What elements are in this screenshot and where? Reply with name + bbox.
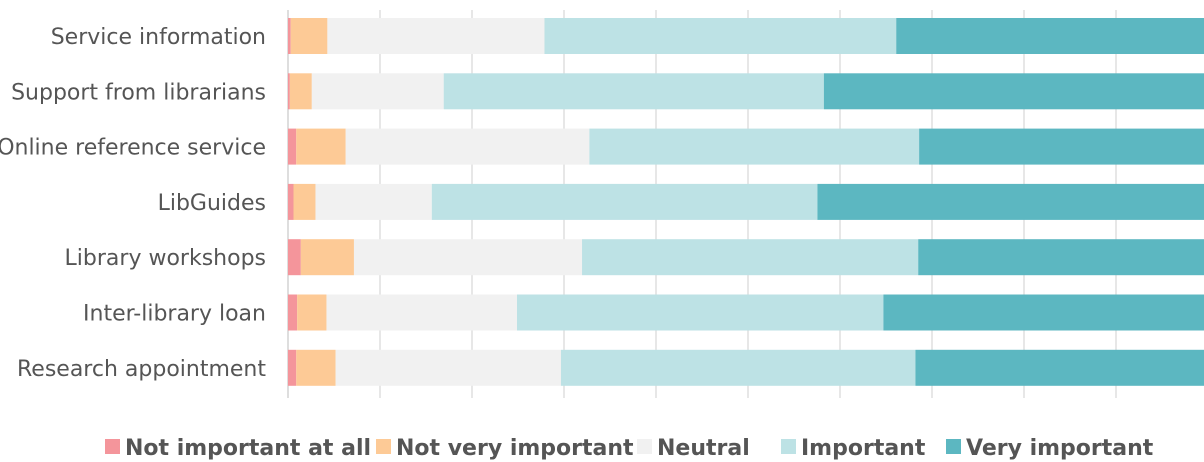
bar-segment (289, 73, 312, 110)
bar-segment (345, 128, 590, 165)
bar-segment (288, 128, 297, 165)
bar-segment (817, 183, 1204, 220)
bar-segment (293, 183, 316, 220)
bar-segment (288, 73, 290, 110)
category-label: Research appointment (17, 357, 266, 382)
bar-segment (517, 294, 884, 331)
bar-segment (327, 18, 545, 54)
bar-segment (288, 239, 301, 276)
bar-segment (300, 239, 354, 276)
legend-label: Neutral (657, 436, 750, 461)
category-label: Support from librarians (11, 80, 266, 105)
bar-segment (335, 349, 561, 386)
bar-segment (823, 73, 1204, 110)
bar-segment (560, 349, 916, 386)
bar-segment (431, 183, 818, 220)
legend-label: Not important at all (125, 436, 371, 461)
category-label: Library workshops (65, 246, 266, 271)
bar-segment (353, 239, 583, 276)
bar-segment (296, 128, 346, 165)
legend-label: Very important (966, 436, 1154, 461)
bar-segment (290, 18, 328, 54)
bar-segment (297, 294, 327, 331)
bar-segment (315, 183, 432, 220)
bar-segment (918, 239, 1204, 276)
bar-segment (326, 294, 517, 331)
bar-segment (443, 73, 824, 110)
bar-segment (311, 73, 444, 110)
bar-segment (288, 294, 298, 331)
category-labels: Service information Support from libraria… (0, 25, 266, 382)
category-label: Online reference service (0, 136, 266, 161)
bar-segment (544, 18, 897, 54)
bar-segment (288, 349, 297, 386)
legend-swatch (637, 439, 652, 454)
bar-segment (589, 128, 920, 165)
bar-segment (919, 128, 1204, 165)
legend-label: Not very important (396, 436, 634, 461)
legend-swatch (105, 439, 120, 454)
legend-swatch (946, 439, 961, 454)
bar-segment (288, 183, 294, 220)
bars (288, 18, 1204, 386)
legend-swatch (781, 439, 796, 454)
bar-segment (288, 18, 291, 54)
bar-segment (896, 18, 1204, 54)
legend-label: Important (801, 436, 926, 461)
legend-swatch (376, 439, 391, 454)
bar-segment (296, 349, 336, 386)
bar-segment (883, 294, 1204, 331)
category-label: LibGuides (158, 191, 266, 216)
category-label: Service information (51, 25, 266, 50)
bar-segment (915, 349, 1204, 386)
legend: Not important at all Not very important Ne… (105, 436, 1154, 461)
bar-segment (582, 239, 919, 276)
category-label: Inter-library loan (83, 302, 266, 327)
